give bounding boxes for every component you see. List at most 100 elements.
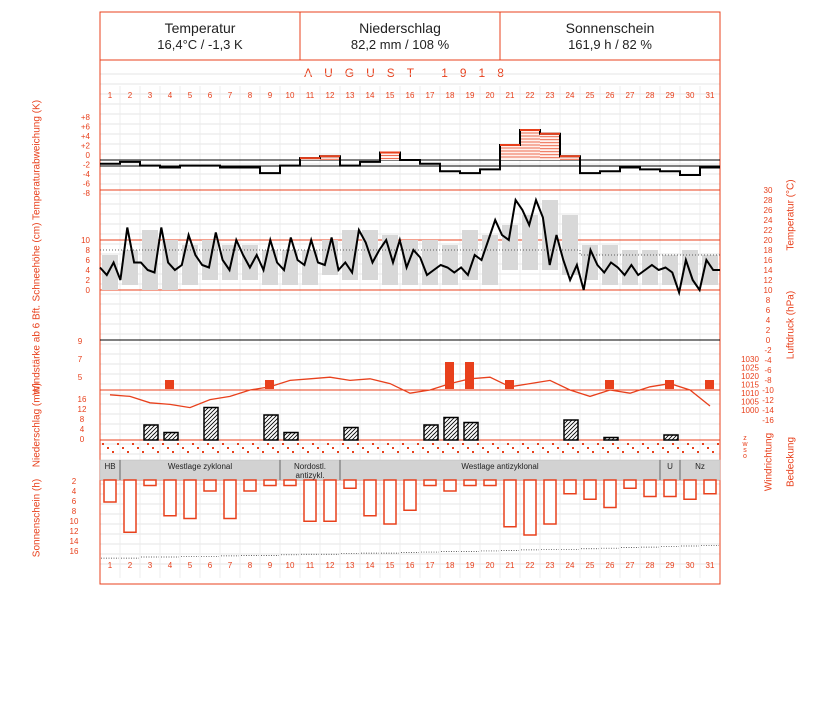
cloud-cover-dot [357,443,359,445]
cloud-cover-dot [132,443,134,445]
cloud-cover-dot [642,443,644,445]
cloud-cover-dot [417,443,419,445]
day-label-top: 3 [148,91,153,100]
cloud-cover-dot [137,447,139,449]
temperature-range-band [242,245,258,280]
day-label-bottom: 9 [268,561,273,570]
wind-marker [465,371,474,380]
cloud-cover-dot [122,447,124,449]
sunshine-bar [663,479,677,498]
day-label-top: 24 [566,91,575,100]
wind-marker [265,380,274,389]
deviation-tick-label: +6 [81,123,91,132]
sunshine-bar [183,479,197,520]
sunshine-title: Sonnenschein [565,19,655,36]
temperature-tick-label: 0 [766,336,771,345]
sunshine-bar [143,479,157,487]
cloud-cover-dot [297,443,299,445]
day-label-top: 22 [526,91,535,100]
day-label-bottom: 16 [406,561,415,570]
sunshine-value: 161,9 h / 82 % [568,36,652,52]
cloud-cover-dot [492,443,494,445]
cloud-cover-dot [397,451,399,453]
precip-tick-label: 4 [80,425,85,434]
cloud-cover-dot [352,451,354,453]
precipitation-summary: Niederschlag 82,2 mm / 108 % [300,12,500,60]
sunshine-bar [503,479,517,528]
snow-tick-label: 2 [86,276,91,285]
cloud-cover-dot [367,451,369,453]
cloud-cover-dot [567,443,569,445]
cloud-cover-dot [292,451,294,453]
precip-bar [163,431,179,441]
chart-frame [99,11,721,585]
temperature-value: 16,4°C / -1,3 K [157,36,243,52]
snow-tick-label: 8 [86,246,91,255]
cloud-cover-dot [537,443,539,445]
cloud-cover-dot [707,447,709,449]
cloud-cover-dot [157,451,159,453]
day-label-top: 27 [626,91,635,100]
day-label-top: 10 [286,91,295,100]
cloud-cover-dot [372,443,374,445]
cloud-cover-dot [497,447,499,449]
cloud-cover-dot [102,443,104,445]
pressure-tick-label: 1010 [741,389,759,398]
cloud-cover-dot [262,451,264,453]
pressure-tick-label: 1000 [741,406,759,415]
cloud-cover-dot [697,451,699,453]
wind-tick-label: 7 [78,355,83,364]
day-label-bottom: 6 [208,561,213,570]
cloud-cover-dot [412,451,414,453]
cloud-cover-dot [177,443,179,445]
day-label-bottom: 19 [466,561,475,570]
wind-marker [705,380,714,389]
temperature-tick-label: 6 [766,306,771,315]
sunshine-tick-label: 10 [70,517,79,526]
precipitation-title: Niederschlag [359,19,441,36]
cloud-cover-dot [337,451,339,453]
deviation-tick-label: -2 [83,161,91,170]
day-label-bottom: 12 [326,561,335,570]
sunshine-bar [683,479,697,500]
precip-tick-label: 8 [80,415,85,424]
cloud-cover-dot [512,447,514,449]
cloud-cover-dot [377,447,379,449]
temperature-summary: Temperatur 16,4°C / -1,3 K [100,12,300,60]
cloud-cover-dot [452,447,454,449]
sunshine-bar [243,479,257,492]
deviation-bar [380,152,400,160]
day-label-top: 30 [686,91,695,100]
deviation-tick-label: -4 [83,170,91,179]
day-label-top: 19 [466,91,475,100]
precip-bar [143,424,159,441]
pressure-tick-label: 1030 [741,355,759,364]
temperature-range-band [142,230,158,290]
day-label-bottom: 7 [228,561,233,570]
cloud-cover-dot [257,447,259,449]
day-label-top: 1 [108,91,113,100]
temperature-tick-label: -6 [764,366,772,375]
day-label-bottom: 13 [346,561,355,570]
wind-marker [605,380,614,389]
temperature-range-band [562,215,578,275]
wind-marker [445,380,454,389]
cloud-cover-dot [387,443,389,445]
cloud-cover-dot [477,443,479,445]
temperature-range-band [462,230,478,280]
cloud-cover-dot [117,443,119,445]
deviation-step-line [100,129,720,176]
wind-direction-tick: w [741,441,748,448]
cloud-cover-dot [317,447,319,449]
temperature-tick-label: 24 [764,216,773,225]
cloud-cover-dot [327,443,329,445]
sunshine-bar [283,479,297,487]
cloud-cover-dot [677,447,679,449]
cloud-cover-dot [392,447,394,449]
cloud-cover-dot [692,447,694,449]
day-label-top: 28 [646,91,655,100]
day-label-bottom: 28 [646,561,655,570]
cloud-cover-dot [202,451,204,453]
wind-marker [505,380,514,389]
